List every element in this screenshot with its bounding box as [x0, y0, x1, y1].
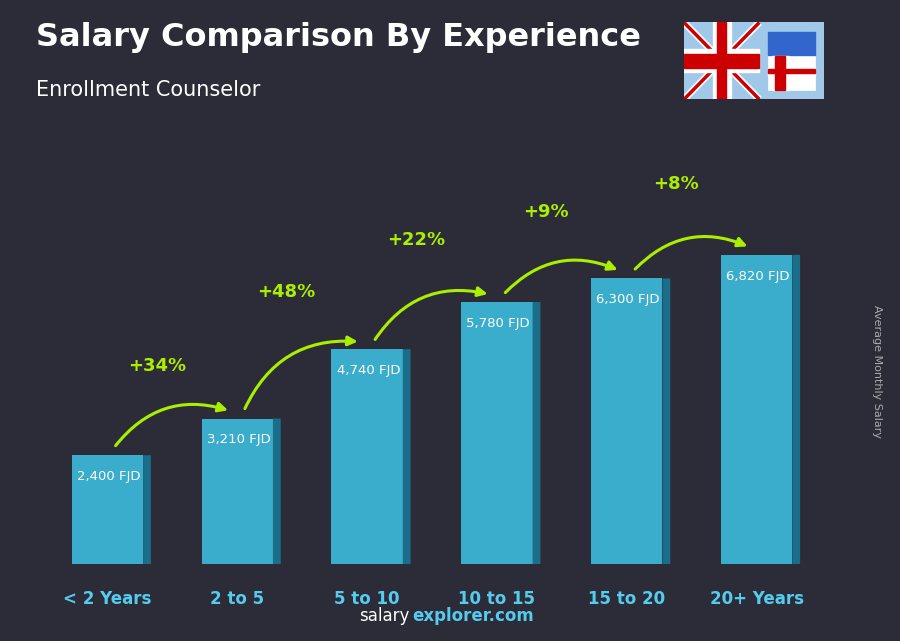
Text: 15 to 20: 15 to 20: [589, 590, 665, 608]
Bar: [768, 31, 815, 55]
Text: +48%: +48%: [257, 283, 316, 301]
Bar: [713, 22, 731, 99]
Text: Enrollment Counselor: Enrollment Counselor: [36, 80, 260, 100]
Text: < 2 Years: < 2 Years: [63, 590, 151, 608]
Text: explorer.com: explorer.com: [412, 607, 534, 625]
Text: 5,780 FJD: 5,780 FJD: [466, 317, 530, 330]
Bar: [768, 69, 815, 76]
Polygon shape: [403, 349, 410, 564]
Text: +8%: +8%: [653, 175, 699, 193]
Text: 4,740 FJD: 4,740 FJD: [337, 364, 400, 377]
Polygon shape: [533, 302, 540, 564]
Bar: [684, 54, 760, 68]
Text: +34%: +34%: [128, 356, 185, 375]
Text: Salary Comparison By Experience: Salary Comparison By Experience: [36, 22, 641, 53]
Bar: [772, 56, 789, 90]
Text: +22%: +22%: [387, 231, 446, 249]
Text: 6,820 FJD: 6,820 FJD: [726, 270, 789, 283]
Text: 3,210 FJD: 3,210 FJD: [207, 433, 270, 446]
Bar: [331, 349, 403, 564]
Bar: [461, 302, 533, 564]
Polygon shape: [273, 419, 281, 564]
Bar: [202, 419, 273, 564]
Bar: [591, 278, 662, 564]
Polygon shape: [792, 255, 800, 564]
Text: +9%: +9%: [524, 203, 569, 221]
Text: 2,400 FJD: 2,400 FJD: [77, 470, 140, 483]
Bar: [768, 69, 815, 72]
Text: 20+ Years: 20+ Years: [709, 590, 804, 608]
Bar: [768, 31, 815, 90]
Text: 10 to 15: 10 to 15: [458, 590, 536, 608]
Text: 6,300 FJD: 6,300 FJD: [597, 294, 660, 306]
Text: 5 to 10: 5 to 10: [334, 590, 400, 608]
Polygon shape: [143, 455, 151, 564]
Bar: [717, 22, 726, 99]
Text: 2 to 5: 2 to 5: [211, 590, 265, 608]
Text: salary: salary: [359, 607, 410, 625]
Text: Average Monthly Salary: Average Monthly Salary: [872, 305, 883, 438]
Bar: [721, 255, 792, 564]
Bar: [72, 455, 143, 564]
Bar: [684, 49, 760, 72]
Polygon shape: [662, 278, 670, 564]
Bar: [775, 56, 785, 90]
